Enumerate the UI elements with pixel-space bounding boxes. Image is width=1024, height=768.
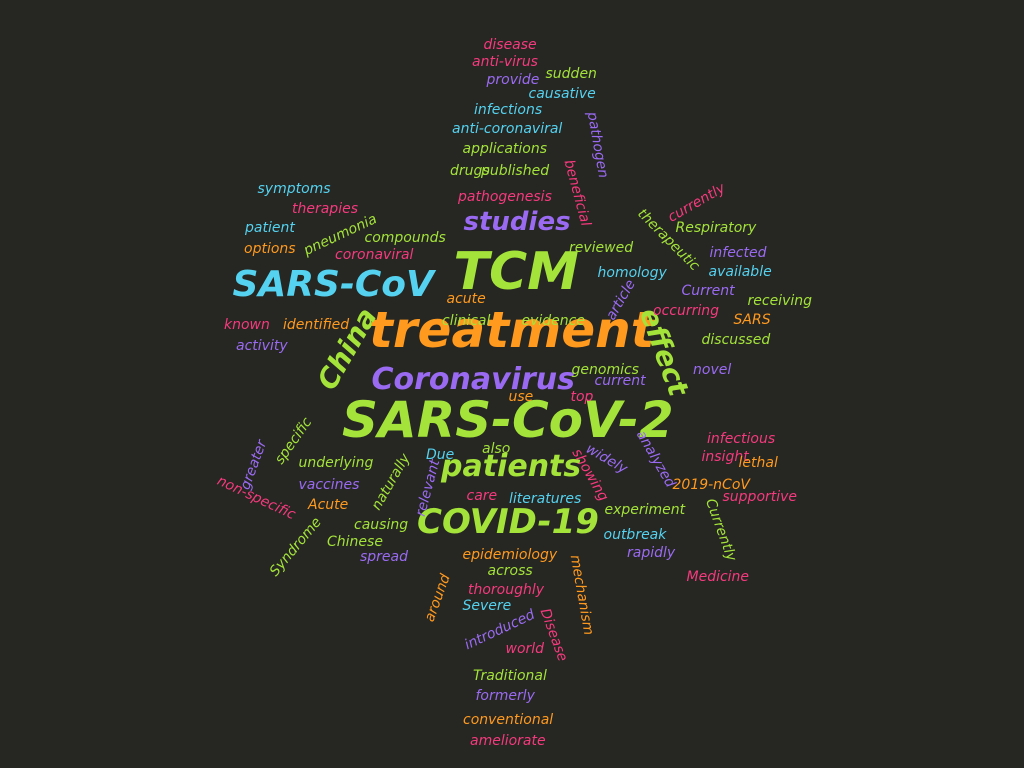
word-infectious: infectious [707, 431, 776, 447]
word-coronaviral: coronaviral [335, 247, 414, 263]
word-homology: homology [597, 265, 667, 281]
word-formerly: formerly [475, 688, 535, 704]
word-current: current [594, 373, 646, 389]
word-patient: patient [245, 220, 295, 236]
word-across: across [487, 563, 533, 579]
word-supportive: supportive [722, 489, 798, 505]
word-vaccines: vaccines [298, 477, 360, 493]
word-discussed: discussed [701, 332, 771, 348]
word-severe: Severe [462, 598, 512, 614]
word-therapies: therapies [292, 201, 358, 217]
word-available: available [708, 264, 772, 280]
word-sudden: sudden [545, 66, 597, 82]
word-applications: applications [462, 141, 548, 157]
word-symptoms: symptoms [257, 181, 331, 197]
word-clinical: clinical [442, 313, 491, 329]
word-spread: spread [360, 549, 409, 565]
word-use: use [508, 389, 534, 405]
word-outbreak: outbreak [603, 527, 667, 543]
word-thoroughly: thoroughly [468, 582, 545, 598]
word-covid-19: COVID-19 [417, 502, 599, 542]
word-around: around [421, 571, 454, 625]
word-insight: insight [701, 449, 749, 465]
word-coronavirus: Coronavirus [371, 362, 575, 397]
word-medicine: Medicine [686, 569, 750, 585]
word-infections: infections [474, 102, 543, 118]
word-receiving: receiving [747, 293, 813, 309]
word-drugs: drugs [450, 163, 490, 179]
word-mechanism: mechanism [566, 553, 596, 637]
word-sars-cov-2: SARS-CoV-2 [342, 391, 674, 449]
word-occurring: occurring [653, 303, 719, 319]
word-currently: Currently [701, 496, 739, 564]
word-compounds: compounds [364, 230, 446, 246]
word-anti-virus: anti-virus [472, 54, 538, 70]
word-known: known [224, 317, 270, 333]
word-2019-ncov: 2019-nCoV [672, 477, 750, 493]
word-conventional: conventional [463, 712, 554, 728]
word-sars-cov: SARS-CoV [232, 264, 434, 305]
word-tcm: TCM [453, 242, 579, 302]
word-disease: disease [483, 37, 537, 53]
word-lethal: lethal [738, 455, 778, 471]
word-genomics: genomics [571, 362, 639, 378]
word-infected: infected [709, 245, 767, 261]
word-sars: SARS [733, 312, 771, 328]
word-also: also [482, 441, 511, 457]
word-currently: currently [664, 180, 728, 226]
word-literatures: literatures [509, 491, 582, 507]
word-options: options [244, 241, 296, 257]
word-epidemiology: epidemiology [462, 547, 558, 563]
word-pathogen: pathogen [583, 110, 611, 180]
word-causative: causative [528, 86, 596, 102]
word-provide: provide [486, 72, 540, 88]
word-current: Current [681, 283, 735, 299]
word-treatment: treatment [369, 301, 655, 359]
word-top: top [570, 389, 594, 405]
word-experiment: experiment [604, 502, 686, 518]
word-ameliorate: ameliorate [470, 733, 546, 749]
word-world: world [505, 641, 545, 657]
word-patients: patients [441, 449, 582, 484]
word-acute: Acute [308, 497, 349, 513]
word-acute: acute [446, 291, 486, 307]
word-due: Due [426, 447, 455, 463]
word-rapidly: rapidly [627, 545, 676, 561]
word-studies: studies [463, 207, 571, 237]
word-syndrome: Syndrome [266, 514, 325, 580]
word-pathogenesis: pathogenesis [458, 189, 552, 205]
word-causing: causing [354, 517, 409, 533]
word-traditional: Traditional [473, 668, 547, 684]
word-activity: activity [236, 338, 288, 354]
word-respiratory: Respiratory [675, 220, 757, 236]
word-naturally: naturally [368, 451, 414, 513]
word-evidence: evidence [521, 313, 585, 329]
word-underlying: underlying [298, 455, 374, 471]
word-published: published [481, 163, 550, 179]
word-anti-coronaviral: anti-coronaviral [452, 121, 563, 137]
word-identified: identified [283, 317, 350, 333]
word-chinese: Chinese [327, 534, 383, 550]
word-care: care [466, 488, 498, 504]
word-novel: novel [693, 362, 732, 378]
word-reviewed: reviewed [569, 240, 634, 256]
